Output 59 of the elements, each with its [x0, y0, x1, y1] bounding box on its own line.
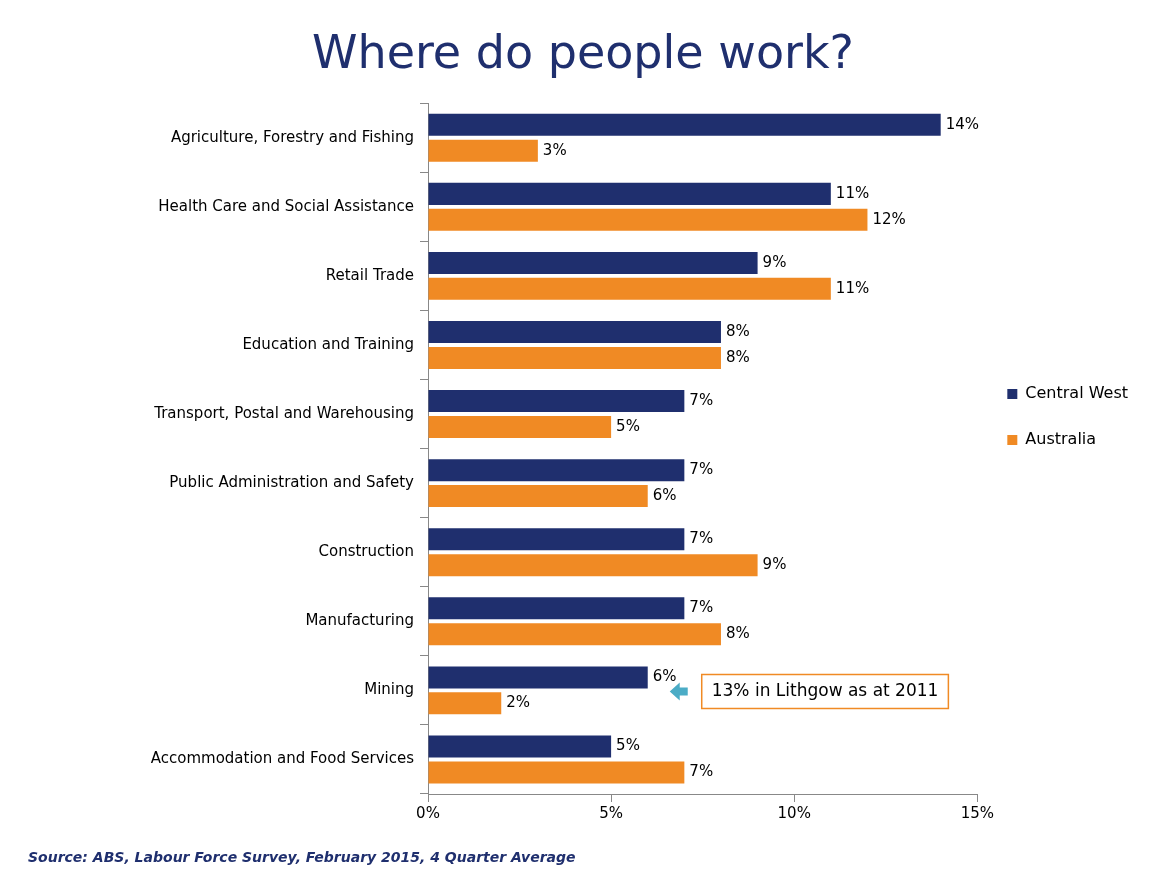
y-tick-label: Transport, Postal and Warehousing: [153, 403, 414, 422]
bar: [428, 554, 758, 577]
bar: [428, 139, 538, 162]
x-tick-label: 5%: [599, 803, 624, 822]
y-tick-label: Public Administration and Safety: [169, 473, 415, 492]
chart-title: Where do people work?: [311, 24, 855, 79]
legend-label: Central West: [1025, 383, 1129, 403]
data-label: 3%: [542, 140, 567, 159]
bar: [428, 597, 685, 620]
x-tick-label: 15%: [960, 803, 994, 822]
bar: [428, 666, 648, 689]
data-label: 6%: [652, 667, 677, 686]
x-tick-label: 0%: [416, 803, 440, 822]
data-label: 5%: [616, 416, 640, 435]
y-tick-label: Retail Trade: [325, 265, 414, 284]
data-label: 8%: [725, 624, 750, 643]
bar: [428, 485, 648, 508]
data-label: 11%: [835, 183, 870, 202]
data-label: 6%: [652, 485, 677, 504]
bar: [428, 321, 721, 344]
data-label: 11%: [835, 278, 870, 297]
y-tick-label: Accommodation and Food Services: [150, 749, 415, 768]
legend-label: Australia: [1025, 429, 1097, 449]
data-label: 9%: [762, 555, 787, 574]
bar: [428, 182, 831, 205]
bar: [428, 208, 868, 231]
bar: [428, 113, 941, 136]
data-label: 14%: [945, 114, 980, 133]
data-label: 12%: [872, 209, 906, 228]
y-tick-label: Manufacturing: [305, 611, 414, 630]
source-note: Source: ABS, Labour Force Survey, February 2015, 4 Quarter Average: [28, 848, 576, 865]
bar: [428, 459, 685, 482]
data-label: 2%: [506, 693, 531, 712]
data-label: 7%: [689, 391, 714, 409]
data-label: 9%: [762, 252, 787, 271]
data-label: 7%: [689, 460, 714, 479]
y-tick-label: Health Care and Social Assistance: [158, 196, 414, 215]
bar: [428, 692, 502, 715]
y-tick-label: Agriculture, Forestry and Fishing: [170, 127, 414, 146]
bar: [428, 346, 721, 369]
data-label: 7%: [689, 762, 714, 781]
bar: [428, 528, 685, 551]
data-label: 8%: [725, 321, 750, 340]
bar: [428, 277, 831, 300]
x-tick-label: 10%: [777, 803, 811, 822]
bar: [428, 761, 685, 784]
bar: [428, 735, 612, 758]
annotation: 13% in Lithgow as at 2011: [711, 679, 939, 700]
bar: [428, 390, 685, 413]
data-label: 5%: [616, 736, 640, 755]
bar: [428, 623, 721, 646]
bar: [428, 416, 612, 439]
y-tick-label: Education and Training: [242, 334, 414, 353]
y-tick-label: Mining: [364, 680, 414, 699]
data-label: 8%: [725, 347, 750, 366]
bar: [428, 251, 758, 274]
y-tick-label: Construction: [318, 542, 414, 561]
data-label: 7%: [689, 598, 714, 617]
data-label: 7%: [689, 529, 714, 548]
